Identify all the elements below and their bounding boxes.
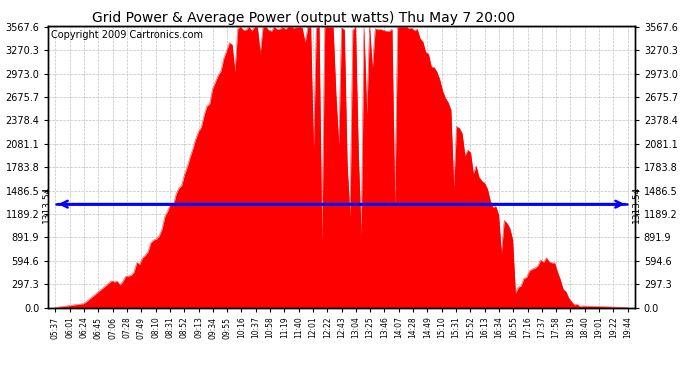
Text: Grid Power & Average Power (output watts) Thu May 7 20:00: Grid Power & Average Power (output watts… <box>92 11 515 25</box>
Text: 1313.54: 1313.54 <box>632 186 641 223</box>
Text: Copyright 2009 Cartronics.com: Copyright 2009 Cartronics.com <box>51 30 204 40</box>
Text: 1313.54: 1313.54 <box>42 186 51 223</box>
